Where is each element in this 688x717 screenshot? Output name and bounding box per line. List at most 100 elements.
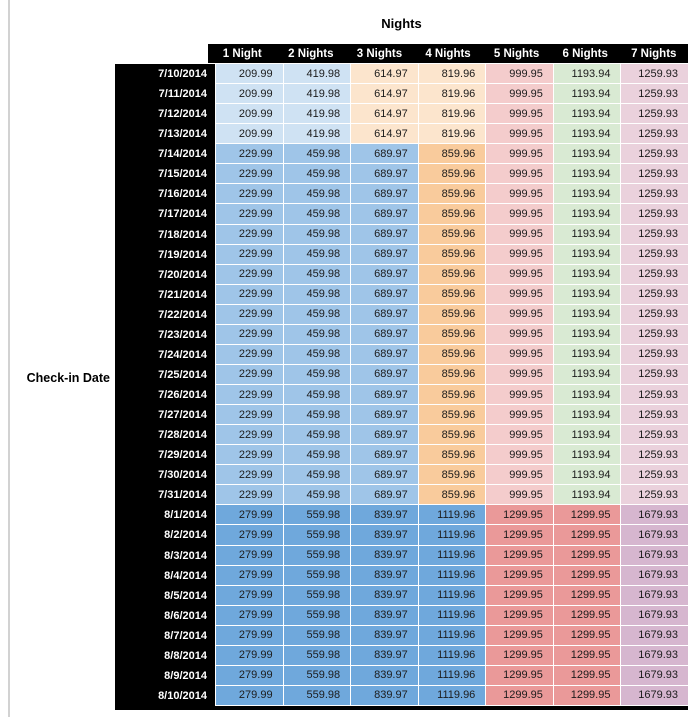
price-cell: 999.95	[485, 385, 553, 406]
price-cell: 459.98	[282, 224, 351, 245]
price-cell: 999.95	[485, 84, 553, 105]
price-cell: 999.95	[485, 264, 553, 285]
column-header: 2 Nights	[288, 47, 334, 60]
price-cell: 999.95	[485, 465, 553, 486]
rates-table: 1 Night 2 Nights 3 Nights 4 Nights 5 Nights 6…	[115, 44, 688, 710]
row-date: 8/5/2014	[115, 585, 215, 606]
price-cell: 1299.95	[552, 585, 621, 606]
price-cell: 614.97	[350, 84, 418, 105]
price-cell: 859.96	[417, 264, 486, 285]
column-header: 3 Nights	[356, 47, 403, 60]
row-date: 8/10/2014	[115, 685, 215, 706]
price-cell: 839.97	[350, 605, 418, 626]
price-cell: 459.98	[282, 304, 351, 325]
row-date: 7/31/2014	[115, 485, 215, 506]
price-cell: 1193.94	[552, 264, 621, 285]
price-cell: 1299.95	[552, 505, 621, 526]
price-cell: 689.97	[350, 284, 418, 305]
price-cell: 1299.95	[552, 665, 621, 686]
price-cell: 839.97	[350, 645, 418, 666]
row-date: 7/11/2014	[115, 84, 215, 105]
row-date: 7/21/2014	[115, 284, 215, 305]
price-cell: 229.99	[215, 405, 283, 426]
price-cell: 1259.93	[620, 284, 688, 305]
price-cell: 1299.95	[485, 545, 553, 566]
price-cell: 1259.93	[620, 224, 688, 245]
table-row: 8/7/2014 279.99 559.98 839.97 1119.96 1299.95…	[115, 625, 688, 646]
price-cell: 1119.96	[417, 565, 486, 586]
price-cell: 999.95	[485, 64, 553, 85]
price-cell: 279.99	[215, 665, 283, 686]
price-cell: 819.96	[417, 84, 486, 105]
price-cell: 1193.94	[552, 184, 621, 205]
row-date: 7/15/2014	[115, 164, 215, 185]
price-cell: 839.97	[350, 525, 418, 546]
price-cell: 279.99	[215, 525, 283, 546]
price-cell: 559.98	[282, 525, 351, 546]
price-cell: 689.97	[350, 164, 418, 185]
price-cell: 1679.93	[620, 665, 688, 686]
row-date: 7/10/2014	[115, 64, 215, 85]
price-cell: 1119.96	[417, 605, 486, 626]
price-cell: 559.98	[282, 565, 351, 586]
table-row: 7/17/2014 229.99 459.98 689.97 859.96 999.95 1…	[115, 204, 688, 225]
price-cell: 1299.95	[485, 585, 553, 606]
row-date: 7/24/2014	[115, 344, 215, 365]
price-cell: 419.98	[282, 84, 351, 105]
table-row: 7/31/2014 229.99 459.98 689.97 859.96 999.95 1…	[115, 485, 688, 506]
table-row: 7/13/2014 209.99 419.98 614.97 819.96 999.95 1…	[115, 124, 688, 145]
price-cell: 1679.93	[620, 685, 688, 706]
price-cell: 279.99	[215, 605, 283, 626]
price-cell: 614.97	[350, 124, 418, 145]
price-cell: 209.99	[215, 104, 283, 125]
price-cell: 1259.93	[620, 144, 688, 165]
table-row: 8/1/2014 279.99 559.98 839.97 1119.96 1299.95…	[115, 505, 688, 526]
price-cell: 614.97	[350, 64, 418, 85]
price-cell: 689.97	[350, 224, 418, 245]
price-cell: 1193.94	[552, 124, 621, 145]
price-cell: 229.99	[215, 465, 283, 486]
price-cell: 229.99	[215, 244, 283, 265]
price-cell: 1679.93	[620, 625, 688, 646]
price-cell: 859.96	[417, 184, 486, 205]
row-date: 7/29/2014	[115, 445, 215, 466]
price-cell: 229.99	[215, 144, 283, 165]
price-cell: 859.96	[417, 465, 486, 486]
price-cell: 229.99	[215, 445, 283, 466]
row-date: 8/1/2014	[115, 505, 215, 526]
table-row: 7/15/2014 229.99 459.98 689.97 859.96 999.95 1…	[115, 164, 688, 185]
price-cell: 999.95	[485, 405, 553, 426]
row-axis-label: Check-in Date	[26, 371, 110, 385]
price-cell: 459.98	[282, 425, 351, 446]
price-cell: 459.98	[282, 204, 351, 225]
column-header: 4 Nights	[425, 47, 471, 60]
price-cell: 229.99	[215, 264, 283, 285]
price-cell: 1119.96	[417, 685, 486, 706]
price-cell: 1119.96	[417, 545, 486, 566]
price-cell: 689.97	[350, 184, 418, 205]
row-date: 7/20/2014	[115, 264, 215, 285]
price-cell: 229.99	[215, 204, 283, 225]
price-cell: 1299.95	[485, 665, 553, 686]
price-cell: 839.97	[350, 505, 418, 526]
price-cell: 459.98	[282, 264, 351, 285]
price-cell: 839.97	[350, 625, 418, 646]
price-cell: 859.96	[417, 204, 486, 225]
row-date: 7/16/2014	[115, 184, 215, 205]
price-cell: 229.99	[215, 425, 283, 446]
price-cell: 279.99	[215, 625, 283, 646]
table-row: 7/20/2014 229.99 459.98 689.97 859.96 999.95 1…	[115, 264, 688, 285]
price-cell: 459.98	[282, 385, 351, 406]
price-cell: 1193.94	[552, 364, 621, 385]
price-cell: 419.98	[282, 64, 351, 85]
price-cell: 689.97	[350, 204, 418, 225]
price-cell: 1299.95	[552, 525, 621, 546]
price-cell: 459.98	[282, 164, 351, 185]
price-cell: 1299.95	[552, 545, 621, 566]
price-cell: 1259.93	[620, 64, 688, 85]
price-cell: 859.96	[417, 144, 486, 165]
price-cell: 209.99	[215, 84, 283, 105]
price-cell: 999.95	[485, 364, 553, 385]
price-cell: 1193.94	[552, 144, 621, 165]
price-cell: 1299.95	[485, 505, 553, 526]
